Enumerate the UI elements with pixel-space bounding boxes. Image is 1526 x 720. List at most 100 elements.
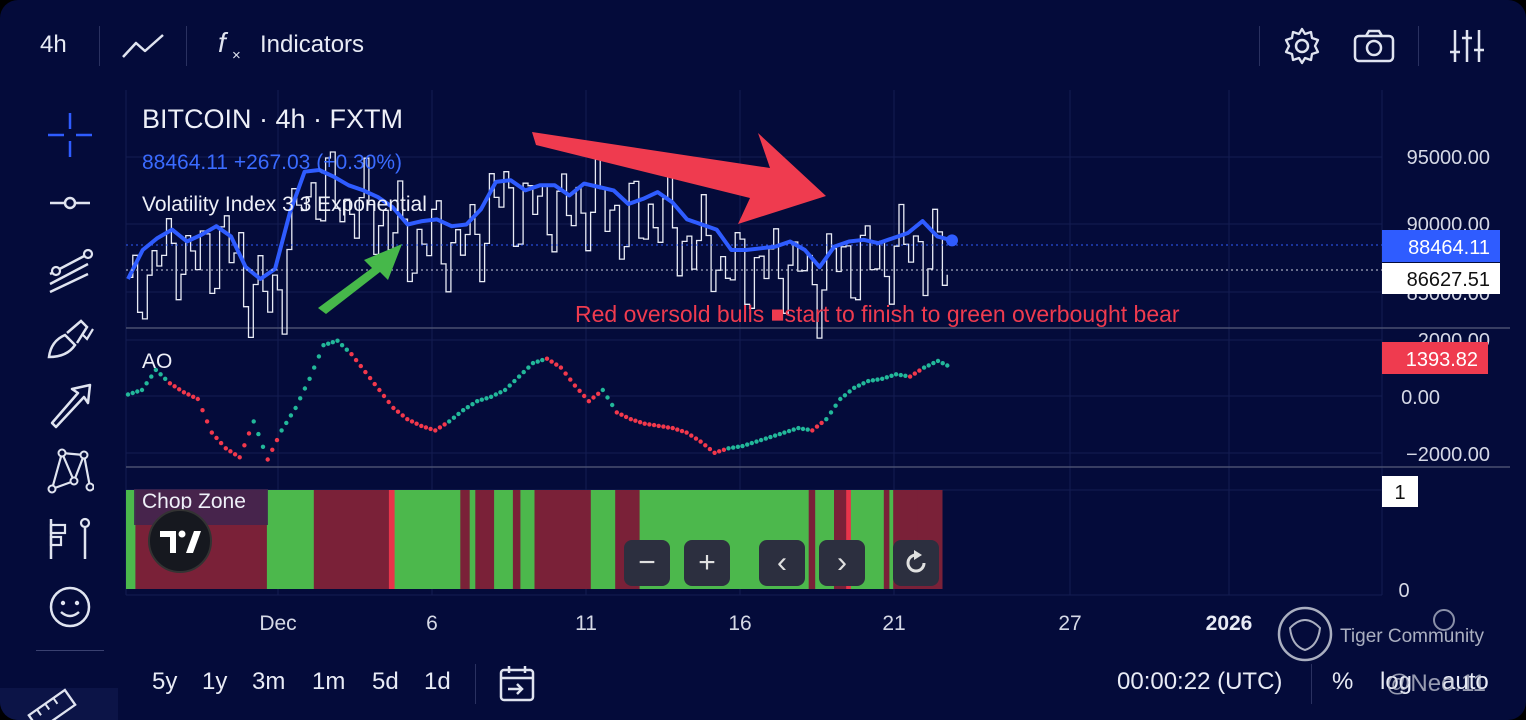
brush-tool[interactable]	[45, 314, 95, 364]
ao-dot	[838, 396, 843, 402]
volatility-legend[interactable]: Volatility Index 3 3 Exponential	[142, 193, 427, 216]
ao-legend[interactable]: AO	[142, 350, 172, 373]
auto-scale-toggle[interactable]: auto	[1442, 668, 1489, 695]
axis-settings-icon[interactable]	[1433, 609, 1455, 631]
chop-zone-bar	[394, 490, 461, 589]
last-price-marker	[946, 234, 958, 247]
ao-dot	[302, 386, 308, 391]
timeframe-3m[interactable]: 3m	[252, 668, 286, 695]
crosshair-tool[interactable]	[45, 110, 95, 160]
ao-dot	[791, 427, 796, 432]
ao-dot	[731, 445, 736, 450]
percent-scale-toggle[interactable]: %	[1332, 668, 1354, 695]
chart-settings-button[interactable]	[1444, 24, 1490, 68]
ao-dot	[623, 414, 629, 420]
zoom-in-button[interactable]: +	[684, 540, 730, 586]
log-scale-toggle[interactable]: log	[1380, 668, 1413, 695]
ao-dot	[600, 387, 605, 393]
settings-button[interactable]	[1280, 24, 1324, 68]
timeframe-5d[interactable]: 5d	[372, 668, 399, 695]
timeframe-1d[interactable]: 1d	[424, 668, 451, 695]
chart-type-button[interactable]	[118, 26, 168, 66]
ao-dot	[642, 421, 647, 426]
tradingview-logo	[148, 509, 212, 573]
ao-dot	[242, 443, 247, 448]
chop-legend[interactable]: Chop Zone	[142, 490, 246, 513]
ao-dot	[363, 369, 368, 375]
parallel-channel-tool[interactable]	[45, 245, 95, 295]
ao-dot	[135, 389, 140, 394]
red-arrow-annotation[interactable]	[532, 132, 826, 224]
timeframe-1m[interactable]: 1m	[312, 668, 346, 695]
emoji-tool[interactable]	[45, 582, 95, 632]
bottom-toolbar: 5y 1y 3m 1m 5d 1d 00:00:22 (UTC) % log a…	[0, 650, 1526, 720]
ao-dot	[698, 439, 703, 444]
ao-dot	[293, 405, 298, 411]
indicators-button[interactable]: f × Indicators	[216, 24, 364, 66]
chop-zone-bar	[475, 490, 495, 589]
chevron-left-icon: ‹	[777, 546, 787, 579]
chop-zone-bar	[469, 490, 476, 589]
ao-dot	[377, 387, 382, 393]
ao-dot	[442, 422, 447, 427]
measure-tool[interactable]	[0, 688, 118, 720]
ao-dot	[279, 428, 284, 433]
ao-dot	[735, 444, 741, 449]
ao-dot	[782, 430, 787, 435]
interval-label: 4h	[40, 31, 67, 58]
ao-dot	[661, 424, 666, 429]
svg-text:f: f	[218, 27, 229, 58]
time-axis[interactable]: Dec 6 11 16 21 27 2026	[259, 612, 1252, 635]
ao-dot	[828, 410, 834, 415]
ao-dot	[633, 418, 638, 423]
ao-dot	[893, 372, 899, 377]
ao-dot	[889, 373, 894, 378]
prediction-tool[interactable]	[45, 514, 95, 564]
ao-dot	[391, 405, 396, 411]
time-tick: 11	[575, 612, 597, 635]
time-tick: 21	[882, 612, 905, 635]
ao-dot	[330, 340, 335, 345]
timeframe-5y[interactable]: 5y	[152, 668, 178, 695]
reset-chart-button[interactable]	[893, 540, 939, 586]
ao-dot	[386, 399, 391, 405]
ao-dot	[479, 397, 484, 402]
zoom-out-button[interactable]: −	[624, 540, 670, 586]
ao-dot	[405, 417, 410, 422]
go-to-date-button[interactable]	[498, 664, 538, 704]
toolbar-divider	[186, 26, 187, 66]
channel-icon	[49, 248, 94, 294]
timeframe-1y[interactable]: 1y	[202, 668, 228, 695]
ao-dot	[298, 396, 303, 401]
interval-selector[interactable]: 4h	[40, 24, 67, 66]
utc-clock[interactable]: 00:00:22 (UTC)	[1117, 668, 1283, 695]
ao-dot	[833, 403, 838, 408]
ao-dot	[572, 383, 578, 388]
ao-dot	[605, 395, 610, 400]
arrow-tool[interactable]	[45, 380, 95, 430]
ao-tick: −2000.00	[1406, 444, 1490, 466]
ao-dot	[260, 444, 266, 449]
scroll-left-button[interactable]: ‹	[759, 540, 805, 586]
ao-dot	[484, 396, 489, 401]
price-pane	[126, 151, 1382, 339]
ao-dot	[749, 440, 754, 446]
scroll-right-button[interactable]: ›	[819, 540, 865, 586]
annotation-text[interactable]: Red oversold bulls ■start to finish to g…	[575, 301, 1180, 327]
ao-dot	[610, 402, 615, 408]
pattern-tool[interactable]	[45, 446, 95, 496]
ao-dot	[945, 363, 950, 368]
ao-dot	[763, 436, 768, 441]
ao-dot	[516, 374, 522, 379]
ao-dot	[349, 352, 354, 357]
symbol-title[interactable]: BITCOIN · 4h · FXTM	[142, 104, 403, 134]
ao-dot	[200, 408, 205, 413]
minus-icon: −	[638, 546, 656, 579]
ao-dot	[409, 419, 415, 424]
ao-dot	[521, 369, 526, 375]
green-arrow-annotation[interactable]	[318, 244, 402, 314]
snapshot-button[interactable]	[1350, 24, 1398, 68]
ao-dot	[907, 374, 913, 379]
horizontal-line-tool[interactable]	[45, 178, 95, 228]
